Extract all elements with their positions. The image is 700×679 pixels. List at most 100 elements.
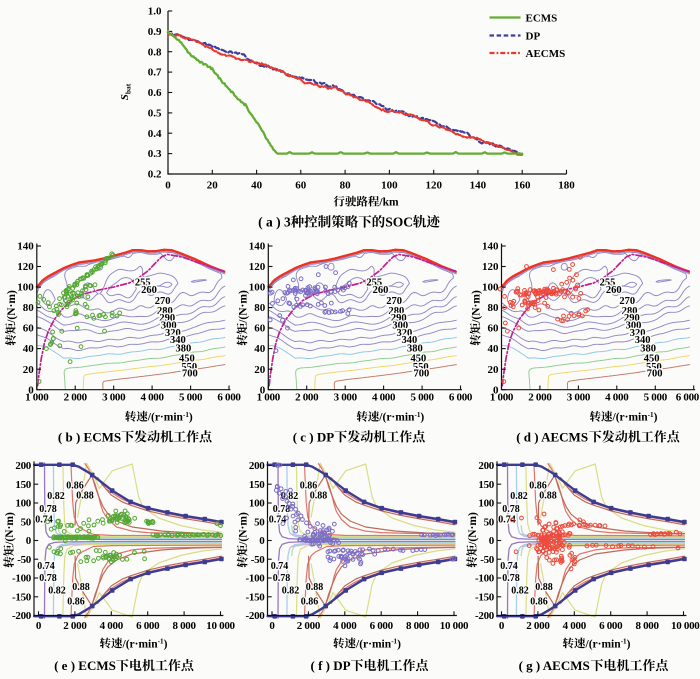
svg-text:0.82: 0.82	[282, 586, 300, 597]
svg-text:-1: -1	[621, 638, 627, 646]
svg-text:-1: -1	[158, 638, 164, 646]
svg-text:255: 255	[600, 278, 616, 289]
svg-text:8 000: 8 000	[172, 620, 196, 632]
svg-text:4 000: 4 000	[563, 620, 587, 632]
svg-text:-150: -150	[12, 591, 32, 603]
svg-text:0.74: 0.74	[498, 515, 516, 526]
svg-text:( e ) ECMS: ( e ) ECMS	[54, 658, 116, 673]
svg-text:6 000: 6 000	[676, 392, 700, 404]
svg-text:-50: -50	[480, 554, 495, 566]
svg-text:/(r·min: /(r·min	[378, 412, 415, 424]
svg-text:0.9: 0.9	[148, 26, 162, 38]
svg-text:0.78: 0.78	[273, 573, 291, 584]
svg-text:6 000: 6 000	[599, 620, 623, 632]
svg-text:120: 120	[17, 261, 34, 273]
svg-text:1 000: 1 000	[257, 392, 281, 404]
svg-text:6 000: 6 000	[370, 620, 394, 632]
svg-text:700: 700	[647, 369, 663, 380]
svg-text:50: 50	[484, 516, 495, 528]
svg-text:255: 255	[135, 278, 151, 289]
svg-text:260: 260	[141, 285, 157, 296]
svg-text:0.86: 0.86	[529, 481, 547, 492]
svg-text:): )	[420, 412, 424, 424]
svg-text:2 000: 2 000	[295, 392, 319, 404]
svg-text:150: 150	[249, 479, 265, 491]
svg-text:0.74: 0.74	[271, 561, 289, 572]
svg-text:270: 270	[155, 296, 171, 307]
svg-text:( f ) DP: ( f ) DP	[311, 658, 351, 673]
svg-text:160: 160	[514, 180, 531, 192]
svg-text:): )	[189, 412, 193, 424]
svg-text:0.7: 0.7	[148, 67, 162, 79]
svg-text:40: 40	[488, 343, 500, 355]
svg-text:270: 270	[619, 296, 635, 307]
svg-text:290: 290	[391, 313, 407, 324]
svg-text:-100: -100	[246, 573, 266, 585]
svg-text:140: 140	[482, 241, 499, 253]
svg-text:80: 80	[340, 180, 352, 192]
svg-text:0.6: 0.6	[148, 87, 162, 99]
svg-text:-100: -100	[475, 573, 495, 585]
svg-text:200: 200	[478, 460, 494, 472]
svg-text:60: 60	[295, 180, 307, 192]
svg-text:260: 260	[373, 285, 389, 296]
svg-text:-1: -1	[183, 411, 189, 419]
svg-text:0.2: 0.2	[148, 169, 162, 181]
svg-text:0.86: 0.86	[301, 597, 319, 608]
svg-text:20: 20	[488, 364, 500, 376]
svg-text:0.88: 0.88	[76, 491, 94, 502]
svg-text:3 000: 3 000	[567, 392, 591, 404]
svg-text:/(r·min: /(r·min	[585, 638, 622, 650]
svg-text:340: 340	[635, 335, 651, 346]
svg-text:5 000: 5 000	[410, 392, 434, 404]
svg-text:SOC: SOC	[385, 215, 413, 230]
svg-text:8 000: 8 000	[635, 620, 659, 632]
svg-text:0: 0	[259, 535, 265, 547]
svg-text:290: 290	[159, 313, 175, 324]
svg-text:0.74: 0.74	[35, 515, 53, 526]
svg-text:0.3: 0.3	[148, 148, 162, 160]
svg-text:700: 700	[414, 369, 430, 380]
svg-text:10 000: 10 000	[671, 620, 700, 632]
svg-text:-200: -200	[475, 610, 495, 622]
svg-text:0.82: 0.82	[48, 586, 66, 597]
svg-text:80: 80	[23, 302, 35, 314]
svg-text:200: 200	[15, 460, 31, 472]
svg-text:10 000: 10 000	[206, 620, 235, 632]
svg-text:0.8: 0.8	[148, 46, 162, 58]
svg-text:0.82: 0.82	[511, 586, 529, 597]
svg-text:0.78: 0.78	[502, 504, 520, 515]
svg-text:0.86: 0.86	[530, 597, 548, 608]
svg-text:120: 120	[482, 261, 499, 273]
svg-text:320: 320	[165, 328, 181, 339]
svg-text:60: 60	[23, 323, 35, 335]
svg-text:100: 100	[478, 498, 494, 510]
svg-text:( b ) ECMS: ( b ) ECMS	[58, 429, 121, 444]
svg-text:/(N·m): /(N·m)	[467, 512, 479, 546]
svg-text:4 000: 4 000	[605, 392, 629, 404]
svg-text:140: 140	[470, 180, 487, 192]
svg-text:450: 450	[644, 354, 660, 365]
svg-text:280: 280	[622, 306, 638, 317]
svg-text:550: 550	[413, 362, 429, 373]
svg-text:/(r·min: /(r·min	[122, 638, 159, 650]
svg-text:20: 20	[254, 364, 266, 376]
svg-text:1 000: 1 000	[25, 392, 49, 404]
svg-text:200: 200	[249, 460, 265, 472]
svg-text:2 000: 2 000	[528, 392, 552, 404]
svg-text:0: 0	[489, 535, 495, 547]
svg-text:): )	[627, 638, 631, 650]
svg-text:0: 0	[269, 620, 275, 632]
svg-text:450: 450	[179, 354, 195, 365]
svg-text:80: 80	[254, 302, 266, 314]
svg-text:300: 300	[626, 320, 642, 331]
svg-text:DP: DP	[526, 30, 541, 42]
svg-text:20: 20	[23, 364, 35, 376]
svg-text:-150: -150	[246, 591, 266, 603]
svg-text:6 000: 6 000	[136, 620, 160, 632]
svg-text:): )	[397, 638, 401, 650]
svg-text:100: 100	[249, 282, 266, 294]
svg-text:40: 40	[251, 180, 263, 192]
svg-text:0.74: 0.74	[37, 561, 55, 572]
svg-text:3 000: 3 000	[102, 392, 126, 404]
